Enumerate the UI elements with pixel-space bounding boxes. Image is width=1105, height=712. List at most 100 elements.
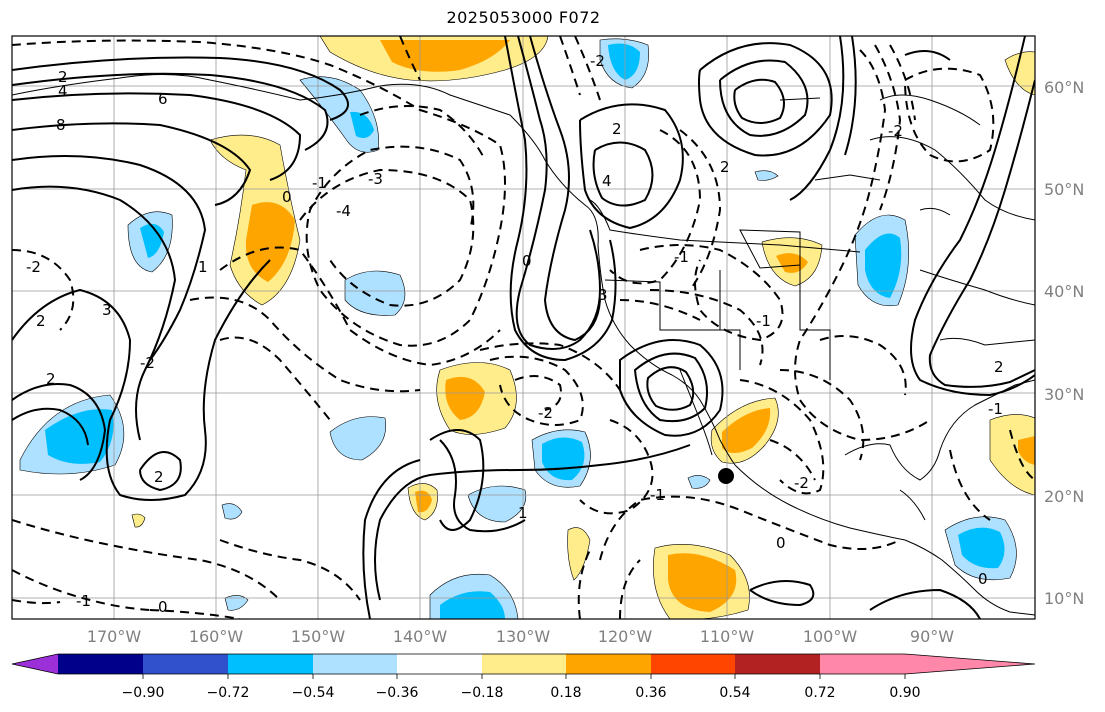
contour-label: 0: [776, 534, 786, 552]
lon-label: 120°W: [598, 627, 653, 646]
positive-anomaly-core: [722, 408, 771, 453]
lon-label: 100°W: [803, 627, 858, 646]
shaded-anomalies: [19, 36, 1035, 619]
contour-label: 1: [518, 504, 528, 522]
colorbar-extend-high: [905, 654, 1035, 674]
contour-label: -1: [650, 486, 665, 504]
contour-label: -4: [336, 202, 351, 220]
contour-label: -2: [26, 258, 41, 276]
map-frame: [11, 35, 1036, 620]
positive-anomaly-core: [668, 553, 737, 612]
negative-anomaly-region: [687, 475, 711, 489]
colorbar-tick-label: −0.54: [292, 685, 335, 701]
contour-label: 4: [58, 82, 68, 100]
positive-anomaly-core: [445, 376, 485, 420]
lon-label: 170°W: [87, 627, 142, 646]
storm-position-marker: [718, 468, 734, 484]
contour-label: 1: [198, 258, 208, 276]
negative-anomaly-region: [754, 170, 779, 181]
negative-anomaly-core: [45, 409, 114, 464]
colorbar-segment: [735, 654, 820, 674]
positive-anomaly-core: [415, 490, 432, 513]
colorbar-segment: [58, 654, 143, 674]
contour-label: -2: [140, 354, 155, 372]
colorbar-segment: [651, 654, 735, 674]
contour-labels: 2 4 6 8 3 -3 -4 0 -1 -2 -1 -2 2 2 1 -2 0…: [26, 52, 1004, 616]
contour-label: 0: [158, 598, 168, 616]
lat-label: 60°N: [1044, 78, 1084, 97]
contour-label: 8: [56, 116, 66, 134]
latitude-labels: 60°N 50°N 40°N 30°N 20°N 10°N: [1044, 78, 1084, 608]
contour-label: 2: [46, 370, 56, 388]
negative-anomaly-core: [865, 233, 902, 298]
contour-label: 2: [612, 120, 622, 138]
contour-label: -1: [76, 592, 91, 610]
colorbar-tick-label: −0.36: [376, 685, 419, 701]
contour-label: 3: [102, 301, 112, 319]
colorbar-segment: [566, 654, 651, 674]
colorbar: −0.90 −0.72 −0.54 −0.36 −0.18 0.18 0.36 …: [11, 653, 1036, 701]
contour-label: 2: [720, 158, 730, 176]
positive-anomaly-region: [1004, 51, 1035, 96]
colorbar-segment: [228, 654, 313, 674]
positive-anomaly-core: [1018, 436, 1035, 465]
positive-anomaly-region: [131, 513, 146, 528]
colorbar-segment: [143, 654, 228, 674]
lon-label: 130°W: [496, 627, 551, 646]
negative-anomaly-region: [224, 595, 249, 611]
colorbar-tick-label: 0.54: [719, 685, 750, 701]
lat-label: 20°N: [1044, 487, 1084, 506]
colorbar-segment: [397, 654, 482, 674]
map-area: [12, 36, 1035, 619]
contour-label: 2: [154, 468, 164, 486]
contour-label: -1: [674, 248, 689, 266]
colorbar-extend-low: [12, 654, 58, 674]
negative-anomaly-core: [958, 527, 1005, 569]
contour-label: -1: [988, 400, 1003, 418]
contour-label: 0: [522, 252, 532, 270]
contour-label: 0: [282, 188, 292, 206]
contour-label: -2: [538, 404, 553, 422]
contour-label: 2: [994, 358, 1004, 376]
negative-anomaly-core: [350, 111, 374, 138]
colorbar-tick-label: 0.72: [804, 685, 835, 701]
colorbar-tick-label: 0.18: [550, 685, 581, 701]
contour-label: 2: [36, 312, 46, 330]
contour-label: -2: [590, 52, 605, 70]
contour-label: -2: [888, 122, 903, 140]
lat-label: 40°N: [1044, 282, 1084, 301]
lon-label: 110°W: [700, 627, 755, 646]
contour-label: -2: [794, 474, 809, 492]
negative-anomaly-region: [329, 416, 387, 461]
colorbar-tick-label: −0.18: [461, 685, 504, 701]
lon-label: 140°W: [393, 627, 448, 646]
positive-anomaly-region: [567, 527, 591, 581]
contour-label: 0: [978, 570, 988, 588]
colorbar-tick-label: 0.36: [635, 685, 666, 701]
contour-label: -3: [368, 170, 383, 188]
colorbar-segment: [820, 654, 905, 674]
coastlines: [12, 73, 1035, 616]
colorbar-segment: [482, 654, 566, 674]
colorbar-tick-label: 0.90: [889, 685, 920, 701]
lon-label: 160°W: [189, 627, 244, 646]
contour-label: 6: [158, 90, 168, 108]
lon-label: 90°W: [910, 627, 954, 646]
contour-label: -1: [756, 312, 771, 330]
contour-label: -1: [312, 174, 327, 192]
colorbar-tick-label: −0.90: [122, 685, 165, 701]
negative-anomaly-core: [608, 43, 640, 80]
solid-contours: [12, 36, 1035, 619]
colorbar-segment: [313, 654, 397, 674]
colorbar-tick-label: −0.72: [207, 685, 250, 701]
dashed-contours: [12, 36, 1035, 619]
contour-label: 3: [598, 286, 608, 304]
chart-title: 2025053000 F072: [446, 8, 601, 27]
contour-label: 4: [602, 172, 612, 190]
lat-label: 50°N: [1044, 180, 1084, 199]
positive-anomaly-region: [989, 414, 1035, 496]
lon-label: 150°W: [291, 627, 346, 646]
positive-anomaly-core: [245, 202, 295, 282]
longitude-labels: 170°W 160°W 150°W 140°W 130°W 120°W 110°…: [87, 627, 954, 646]
